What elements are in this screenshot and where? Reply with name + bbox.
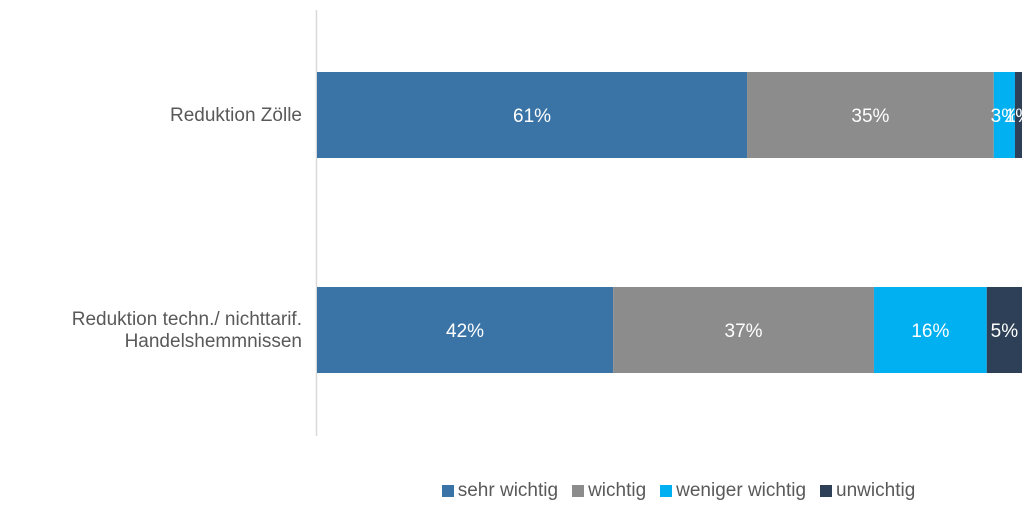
bar-segment <box>317 72 748 158</box>
legend-item: unwichtig <box>820 480 915 502</box>
bar-segment <box>613 287 874 373</box>
data-label: 35% <box>851 106 889 127</box>
legend-item: sehr wichtig <box>441 480 559 502</box>
data-label: 61% <box>513 106 551 127</box>
bar-segment <box>747 72 994 158</box>
data-label: 1% <box>1005 106 1027 127</box>
data-label: 16% <box>911 321 949 342</box>
category-label: Reduktion techn./ nichttarif. <box>72 309 302 330</box>
legend-label: wichtig <box>588 480 647 501</box>
bar-segment <box>986 287 1022 373</box>
legend-item: wichtig <box>572 480 646 502</box>
stacked-bar-chart: Reduktion Zölle 61% 35% 3%1% Reduktion techn… <box>71 10 1027 436</box>
legend-swatch <box>572 485 585 497</box>
legend-swatch <box>660 485 673 497</box>
bar-segment <box>873 287 987 373</box>
legend-item: weniger wichtig <box>660 480 806 502</box>
legend-label: weniger wichtig <box>676 480 807 501</box>
data-label: 5% <box>991 321 1019 342</box>
bar-segment <box>993 72 1015 158</box>
category-label: Reduktion Zölle <box>170 105 302 126</box>
data-label: 42% <box>446 321 484 342</box>
category-label: Handelshemmnissen <box>125 331 302 352</box>
chart-legend: sehr wichtig wichtig weniger wichtig unwich… <box>0 478 1027 504</box>
data-label: 3% <box>991 106 1019 127</box>
legend-swatch <box>441 485 454 497</box>
legend-label: sehr wichtig <box>457 480 559 501</box>
bar-segment <box>1014 72 1022 158</box>
bar-segment <box>317 287 614 373</box>
legend-label: unwichtig <box>836 480 916 501</box>
legend-swatch <box>820 485 833 497</box>
data-label: 37% <box>725 321 763 342</box>
